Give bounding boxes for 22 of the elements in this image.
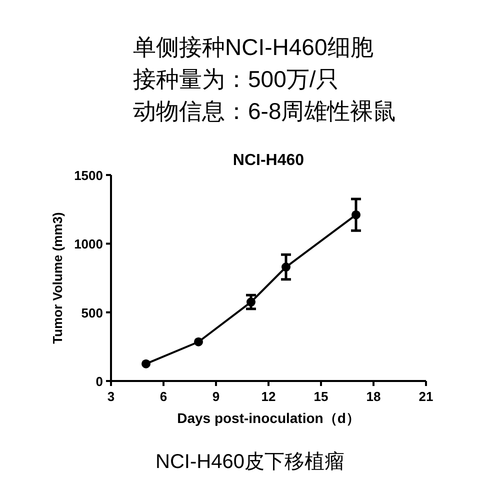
x-axis-title: Days post-inoculation（d） <box>177 410 360 426</box>
point <box>352 210 360 220</box>
x-tick-label: 3 <box>107 389 115 404</box>
x-tick-label: 12 <box>261 389 276 404</box>
x-tick-label: 18 <box>366 389 381 404</box>
point <box>282 262 290 272</box>
y-tick-label: 1500 <box>74 168 103 183</box>
x-tick-label: 21 <box>418 389 434 404</box>
x-tick-label: 15 <box>314 389 328 404</box>
text: NCI-H460皮下移植瘤 <box>156 451 344 473</box>
text: 动物信息：6-8周雄性裸鼠 <box>133 98 396 124</box>
y-tick-label: 1000 <box>74 236 103 252</box>
point <box>142 359 150 368</box>
chart-title: NCI-H460 <box>232 152 304 169</box>
point <box>194 337 203 346</box>
text: 接种量为：500万/只 <box>133 66 339 92</box>
x-tick-label: 9 <box>212 389 220 404</box>
x-tick-label: 6 <box>160 389 168 404</box>
y-axis-title: Tumor Volume (mm3) <box>50 212 65 344</box>
y-tick-label: 500 <box>81 305 103 320</box>
text: 单侧接种NCI-H460细胞 <box>133 34 374 60</box>
y-tick-label: 0 <box>96 374 103 389</box>
